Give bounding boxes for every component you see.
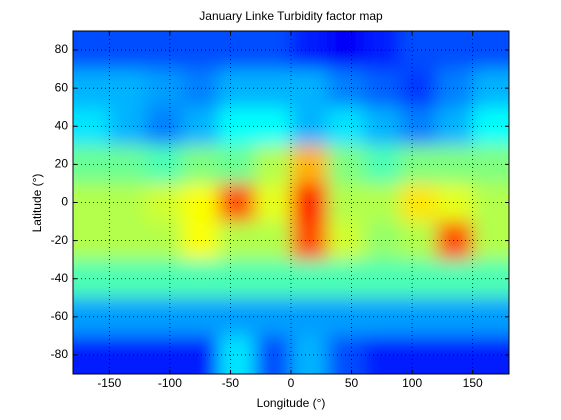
x-tick-label: 100 bbox=[402, 376, 422, 390]
heatmap-cell bbox=[363, 335, 401, 374]
heatmap-cell bbox=[436, 183, 474, 223]
heatmap-cell bbox=[145, 69, 183, 108]
heatmap-cell bbox=[109, 107, 147, 146]
y-tick-label: 40 bbox=[55, 118, 69, 132]
heatmap-cell bbox=[472, 297, 509, 337]
heatmap-cell bbox=[145, 31, 183, 70]
heatmap-cell bbox=[109, 221, 147, 261]
heatmap-cell bbox=[436, 335, 474, 374]
heatmap-cell bbox=[182, 107, 219, 146]
heatmap-cell bbox=[254, 335, 292, 374]
heatmap-cell bbox=[73, 221, 110, 261]
x-tick-label: 50 bbox=[345, 376, 359, 390]
heatmap-cell bbox=[145, 335, 183, 374]
heatmap-cell bbox=[400, 183, 437, 223]
heatmap-cell bbox=[73, 297, 110, 337]
y-tick-label: -80 bbox=[51, 347, 69, 361]
chart-title: January Linke Turbidity factor map bbox=[199, 9, 383, 23]
y-tick-label: -20 bbox=[51, 233, 69, 247]
heatmap-cell bbox=[400, 297, 437, 337]
x-tick-label: -150 bbox=[97, 376, 121, 390]
heatmap-cell bbox=[145, 145, 183, 184]
heatmap-cell bbox=[436, 69, 474, 108]
x-tick-label: 0 bbox=[288, 376, 295, 390]
heatmap-cell bbox=[400, 145, 437, 184]
heatmap-cell bbox=[400, 107, 437, 146]
heatmap-cell bbox=[400, 69, 437, 108]
x-tick-label: -50 bbox=[222, 376, 240, 390]
heatmap-cell bbox=[182, 69, 219, 108]
heatmap-cell bbox=[182, 31, 219, 70]
heatmap-cells bbox=[73, 31, 509, 374]
heatmap-cell bbox=[109, 69, 147, 108]
heatmap-cell bbox=[472, 259, 509, 299]
heatmap-cell bbox=[400, 335, 437, 374]
heatmap-cell bbox=[73, 31, 110, 70]
axes: -150 -100 -50 0 50 100 150 -80 -60 -40 -20 0 20 40 60 8… bbox=[51, 30, 510, 390]
heatmap-cell bbox=[472, 145, 509, 184]
heatmap-cell bbox=[73, 335, 110, 374]
heatmap-cell bbox=[400, 259, 437, 299]
heatmap-cell bbox=[472, 221, 509, 261]
heatmap-cell bbox=[109, 335, 147, 374]
heatmap-cell bbox=[109, 259, 147, 299]
heatmap-cell bbox=[182, 335, 219, 374]
heatmap-cell bbox=[145, 259, 183, 299]
heatmap-cell bbox=[182, 183, 219, 223]
x-tick-label: -100 bbox=[158, 376, 182, 390]
heatmap-cell bbox=[472, 335, 509, 374]
y-tick-label: 20 bbox=[55, 157, 69, 171]
y-axis-label: Latitude (°) bbox=[30, 174, 44, 233]
heatmap-cell bbox=[436, 297, 474, 337]
heatmap-cell bbox=[73, 107, 110, 146]
heatmap-cell bbox=[436, 31, 474, 70]
y-tick-label: 80 bbox=[55, 42, 69, 56]
heatmap-cell bbox=[400, 31, 437, 70]
heatmap-cell bbox=[73, 145, 110, 184]
y-tick-label: -60 bbox=[51, 309, 69, 323]
heatmap-cell bbox=[472, 107, 509, 146]
y-tick-label: 0 bbox=[61, 195, 68, 209]
heatmap-cell bbox=[436, 145, 474, 184]
heatmap-cell bbox=[73, 183, 110, 223]
heatmap-area bbox=[73, 31, 509, 374]
heatmap-cell bbox=[145, 183, 183, 223]
y-tick-label: 60 bbox=[55, 80, 69, 94]
x-tick-label: 150 bbox=[463, 376, 483, 390]
heatmap-cell bbox=[182, 259, 219, 299]
heatmap-cell bbox=[436, 221, 474, 261]
heatmap-cell bbox=[436, 259, 474, 299]
heatmap-cell bbox=[109, 31, 147, 70]
heatmap-cell bbox=[182, 221, 219, 261]
heatmap-cell bbox=[109, 297, 147, 337]
heatmap-cell bbox=[291, 335, 328, 374]
heatmap-cell bbox=[145, 107, 183, 146]
heatmap-cell bbox=[145, 221, 183, 261]
heatmap-cell bbox=[400, 221, 437, 261]
y-tick-label: -40 bbox=[51, 271, 69, 285]
heatmap-cell bbox=[436, 107, 474, 146]
heatmap-cell bbox=[182, 145, 219, 184]
heatmap-cell bbox=[73, 259, 110, 299]
heatmap-cell bbox=[472, 183, 509, 223]
heatmap-cell bbox=[73, 69, 110, 108]
heatmap-cell bbox=[145, 297, 183, 337]
x-axis-label: Longitude (°) bbox=[257, 396, 326, 410]
heatmap-cell bbox=[472, 31, 509, 70]
heatmap-cell bbox=[109, 183, 147, 223]
heatmap-cell bbox=[472, 69, 509, 108]
heatmap-cell bbox=[109, 145, 147, 184]
plot-frame bbox=[72, 30, 510, 375]
heatmap-cell bbox=[182, 297, 219, 337]
